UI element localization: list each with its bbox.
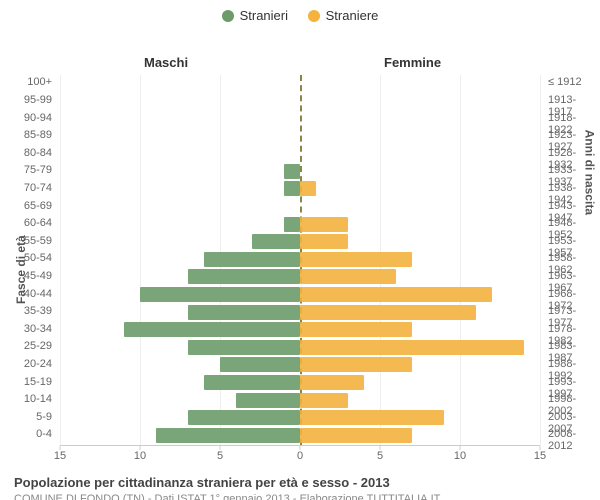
bar-male [236, 393, 300, 408]
y-axis-title-right: Anni di nascita [582, 130, 596, 215]
bar-female [300, 393, 348, 408]
legend-swatch-male [222, 10, 234, 22]
age-label: 100+ [0, 76, 52, 88]
bar-male [124, 322, 300, 337]
bar-female [300, 428, 412, 443]
age-label: 0-4 [0, 428, 52, 440]
legend: Stranieri Straniere [0, 0, 600, 25]
col-right: Femmine [384, 55, 441, 70]
age-label: 80-84 [0, 147, 52, 159]
age-label: 5-9 [0, 411, 52, 423]
bar-female [300, 375, 364, 390]
bar-male [188, 269, 300, 284]
bar-female [300, 410, 444, 425]
bar-male [188, 340, 300, 355]
col-left: Maschi [144, 55, 188, 70]
x-tick-label: 10 [134, 450, 146, 462]
legend-item-male: Stranieri [222, 8, 288, 23]
x-tick-label: 5 [377, 450, 383, 462]
x-tick-label: 15 [54, 450, 66, 462]
birth-year-label: ≤ 1912 [548, 76, 582, 88]
chart: MaschiFemmine100+≤ 191295-991913-191790-… [0, 25, 600, 500]
age-label: 15-19 [0, 376, 52, 388]
bar-female [300, 305, 476, 320]
birth-year-label: 2008-2012 [548, 428, 600, 452]
column-headers: Maschi Femmine [0, 55, 600, 73]
x-tick-label: 5 [217, 450, 223, 462]
age-label: 70-74 [0, 182, 52, 194]
x-tick-label: 10 [454, 450, 466, 462]
bar-female [300, 322, 412, 337]
age-label: 90-94 [0, 112, 52, 124]
bar-female [300, 287, 492, 302]
bar-female [300, 234, 348, 249]
age-label: 65-69 [0, 200, 52, 212]
bar-female [300, 252, 412, 267]
bar-male [204, 375, 300, 390]
bar-male [140, 287, 300, 302]
grid-line [540, 75, 541, 445]
age-label: 85-89 [0, 129, 52, 141]
bar-female [300, 340, 524, 355]
bar-male [156, 428, 300, 443]
x-axis: 15105051015 [60, 445, 540, 466]
x-tick-label: 15 [534, 450, 546, 462]
bar-male [284, 217, 300, 232]
bar-male [188, 305, 300, 320]
grid-line [140, 75, 141, 445]
y-axis-title-left: Fasce di età [14, 235, 28, 304]
caption-title: Popolazione per cittadinanza straniera p… [14, 475, 390, 490]
bar-male [252, 234, 300, 249]
age-label: 75-79 [0, 164, 52, 176]
age-label: 35-39 [0, 305, 52, 317]
bar-male [284, 164, 300, 179]
age-label: 25-29 [0, 340, 52, 352]
legend-swatch-female [308, 10, 320, 22]
age-label: 10-14 [0, 393, 52, 405]
bar-male [284, 181, 300, 196]
x-tick-label: 0 [297, 450, 303, 462]
caption-subtitle: COMUNE DI FONDO (TN) - Dati ISTAT 1° gen… [14, 493, 440, 500]
bar-female [300, 181, 316, 196]
grid-line [460, 75, 461, 445]
legend-label-female: Straniere [326, 8, 379, 23]
age-label: 30-34 [0, 323, 52, 335]
bar-female [300, 269, 396, 284]
legend-item-female: Straniere [308, 8, 379, 23]
bar-male [204, 252, 300, 267]
bar-female [300, 357, 412, 372]
bar-male [220, 357, 300, 372]
legend-label-male: Stranieri [240, 8, 288, 23]
age-label: 60-64 [0, 217, 52, 229]
age-label: 95-99 [0, 94, 52, 106]
grid-line [60, 75, 61, 445]
bar-male [188, 410, 300, 425]
plot-area [60, 75, 540, 445]
bar-female [300, 217, 348, 232]
age-label: 20-24 [0, 358, 52, 370]
